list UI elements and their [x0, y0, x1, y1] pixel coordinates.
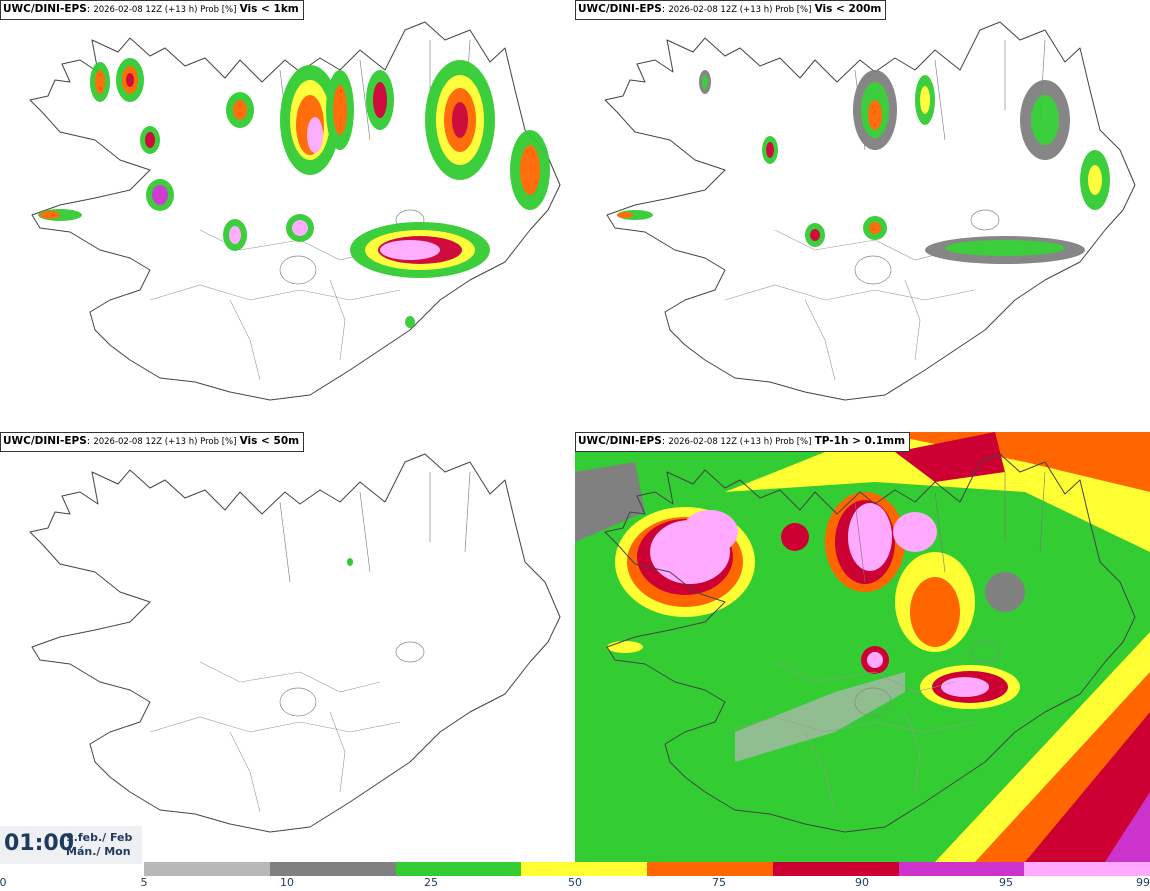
- map-panel-vis-200m: UWC/DINI-EPS: 2026-02-08 12Z (+13 h) Pro…: [575, 0, 1150, 430]
- date-line-2: Mán./ Mon: [66, 845, 131, 858]
- iceland-map: [0, 432, 575, 862]
- iceland-map: [575, 0, 1150, 430]
- parameter: Vis < 50m: [239, 435, 300, 447]
- map-panel-precip: UWC/DINI-EPS: 2026-02-08 12Z (+13 h) Pro…: [575, 432, 1150, 862]
- colorbar: [144, 862, 1150, 876]
- parameter: TP-1h > 0.1mm: [814, 435, 906, 447]
- parameter: Vis < 1km: [239, 3, 299, 15]
- colorbar-tick-label: 75: [712, 876, 726, 889]
- colorbar-segment-5: [772, 862, 899, 876]
- colorbar-segment-6: [898, 862, 1025, 876]
- colorbar-segment-0: [144, 862, 270, 876]
- colorbar-segment-3: [521, 862, 647, 876]
- colorbar-segment-2: [395, 862, 522, 876]
- model-name: UWC/DINI-EPS: [578, 435, 662, 447]
- colorbar-tick-label: 99: [1136, 876, 1150, 889]
- valid-date: 9.feb./ Feb Mán./ Mon: [66, 831, 132, 859]
- colorbar-tick-label: 95: [999, 876, 1013, 889]
- colorbar-tick-label: 10: [280, 876, 294, 889]
- model-name: UWC/DINI-EPS: [3, 3, 87, 15]
- run-info: 2026-02-08 12Z (+13 h) Prob [%]: [668, 437, 812, 447]
- run-info: 2026-02-08 12Z (+13 h) Prob [%]: [93, 437, 237, 447]
- model-name: UWC/DINI-EPS: [578, 3, 662, 15]
- precip-map: [575, 432, 1150, 862]
- colorbar-tick-label: 50: [568, 876, 582, 889]
- date-line-1: 9.feb./ Feb: [66, 831, 133, 844]
- panel-title: UWC/DINI-EPS: 2026-02-08 12Z (+13 h) Pro…: [0, 0, 304, 20]
- colorbar-tick-label: 0: [0, 876, 7, 889]
- panel-title: UWC/DINI-EPS: 2026-02-08 12Z (+13 h) Pro…: [0, 432, 305, 452]
- panel-title: UWC/DINI-EPS: 2026-02-08 12Z (+13 h) Pro…: [575, 432, 911, 452]
- valid-time: 01:00: [4, 831, 75, 856]
- valid-time-box: 01:00 9.feb./ Feb Mán./ Mon: [0, 826, 142, 864]
- map-panel-vis-1km: UWC/DINI-EPS: 2026-02-08 12Z (+13 h) Pro…: [0, 0, 575, 430]
- colorbar-segment-7: [1024, 862, 1150, 876]
- panel-title: UWC/DINI-EPS: 2026-02-08 12Z (+13 h) Pro…: [575, 0, 887, 20]
- map-panel-vis-50m: UWC/DINI-EPS: 2026-02-08 12Z (+13 h) Pro…: [0, 432, 575, 862]
- run-info: 2026-02-08 12Z (+13 h) Prob [%]: [668, 5, 812, 15]
- colorbar-segment-4: [647, 862, 773, 876]
- run-info: 2026-02-08 12Z (+13 h) Prob [%]: [93, 5, 237, 15]
- colorbar-segment-1: [269, 862, 396, 876]
- colorbar-tick-label: 90: [855, 876, 869, 889]
- iceland-map: [0, 0, 575, 430]
- parameter: Vis < 200m: [814, 3, 882, 15]
- model-name: UWC/DINI-EPS: [3, 435, 87, 447]
- colorbar-tick-label: 25: [424, 876, 438, 889]
- colorbar-tick-label: 5: [140, 876, 148, 889]
